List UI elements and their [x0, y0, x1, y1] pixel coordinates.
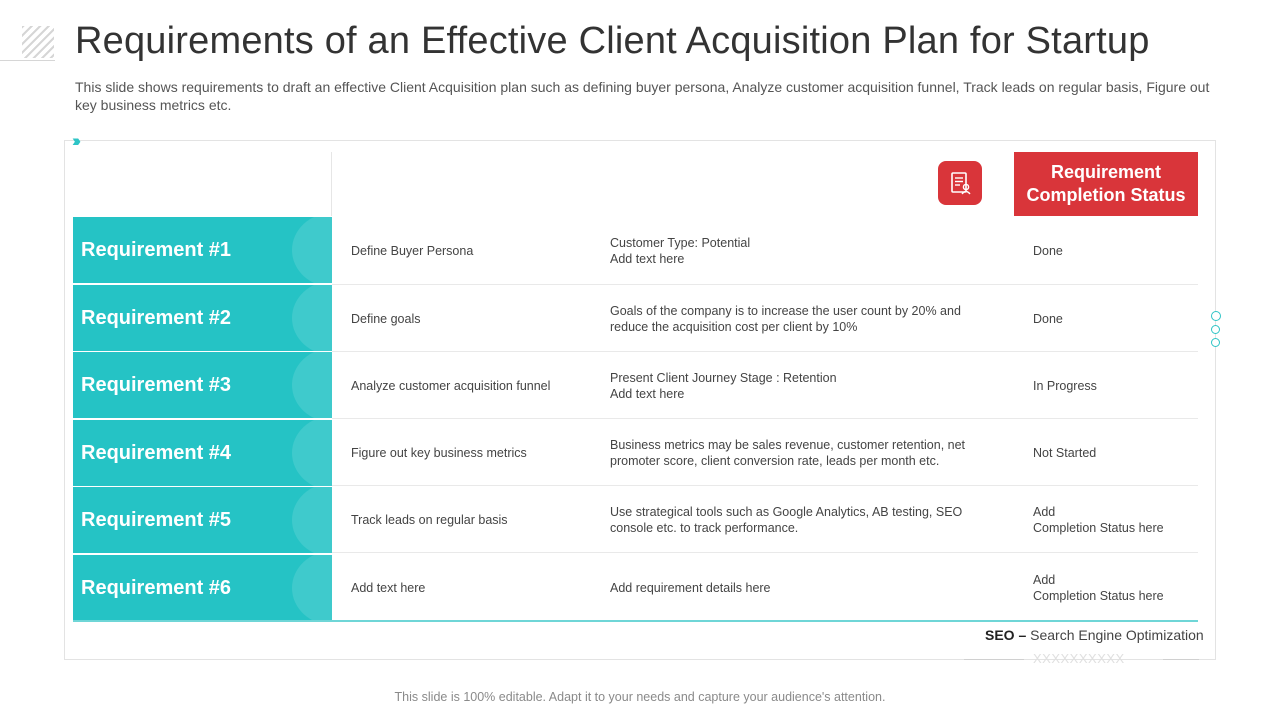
dot	[1211, 311, 1221, 321]
dot	[1211, 338, 1220, 347]
requirement-label-3: Requirement #3	[73, 352, 332, 419]
requirement-label-2: Requirement #2	[73, 284, 332, 351]
dot	[1211, 325, 1220, 334]
details-cell: Add requirement details here	[610, 581, 771, 595]
table-bottom-rule	[73, 620, 1198, 622]
note-rule-left	[964, 659, 1024, 660]
details-cell: Business metrics may be sales revenue, c…	[610, 438, 966, 468]
details-cell: Present Client Journey Stage : Retention…	[610, 371, 837, 401]
details-cell: Use strategical tools such as Google Ana…	[610, 505, 963, 535]
document-checklist-icon	[938, 161, 982, 205]
status-cell: Add Completion Status here	[1033, 573, 1164, 603]
action-cell: Figure out key business metrics	[351, 446, 527, 460]
row-divider	[332, 485, 1198, 486]
row-divider	[332, 351, 1198, 352]
abbreviation-note: SEO – Search Engine Optimization	[985, 627, 1204, 643]
action-cell: Add text here	[351, 581, 426, 595]
note-placeholder: XXXXXXXXXX	[1033, 651, 1125, 666]
dots-decoration	[1211, 311, 1221, 351]
status-cell: Add Completion Status here	[1033, 505, 1164, 535]
double-chevron-icon: ›››	[72, 131, 81, 150]
status-cell: Not Started	[1033, 446, 1097, 460]
slide-title: Requirements of an Effective Client Acqu…	[75, 20, 1150, 62]
abbreviation-definition: Search Engine Optimization	[1030, 627, 1204, 643]
requirement-label-text: Requirement #1	[81, 239, 232, 261]
details-cell: Customer Type: Potential Add text here	[610, 236, 751, 266]
requirement-column: Requirement #1 Requirement #2 Requiremen…	[73, 217, 332, 621]
action-cell: Define goals	[351, 312, 421, 326]
requirement-label-text: Requirement #5	[81, 509, 232, 532]
requirement-label-text: Requirement #6	[81, 576, 232, 599]
document-checklist-glyph	[951, 172, 971, 195]
status-cell: In Progress	[1033, 379, 1097, 393]
slide-subtitle: This slide shows requirements to draft a…	[75, 79, 1210, 113]
requirement-label-4: Requirement #4	[73, 419, 332, 486]
requirement-label-text: Requirement #4	[81, 441, 232, 464]
row-divider	[332, 552, 1198, 553]
requirement-label-text: Requirement #2	[81, 306, 232, 329]
requirement-label-text: Requirement #3	[81, 374, 232, 397]
action-cell: Define Buyer Persona	[351, 244, 474, 258]
note-rule-right	[1163, 659, 1199, 660]
details-cell: Goals of the company is to increase the …	[610, 304, 961, 334]
requirement-label-5: Requirement #5	[73, 487, 332, 554]
footer-text: This slide is 100% editable. Adapt it to…	[394, 690, 886, 704]
row-divider	[332, 418, 1198, 419]
status-cell: Done	[1033, 244, 1063, 258]
row-divider	[332, 284, 1198, 285]
abbreviation-term: SEO –	[985, 627, 1027, 643]
header-divider	[331, 152, 332, 216]
requirement-label-1: Requirement #1	[73, 217, 332, 283]
content-frame	[64, 140, 1216, 660]
corner-decoration	[22, 26, 54, 58]
requirement-label-6: Requirement #6	[73, 554, 332, 621]
action-cell: Track leads on regular basis	[351, 513, 508, 527]
action-cell: Analyze customer acquisition funnel	[351, 379, 551, 393]
corner-rule	[0, 60, 55, 61]
status-column-header: Requirement Completion Status	[1014, 152, 1198, 216]
status-cell: Done	[1033, 312, 1063, 326]
